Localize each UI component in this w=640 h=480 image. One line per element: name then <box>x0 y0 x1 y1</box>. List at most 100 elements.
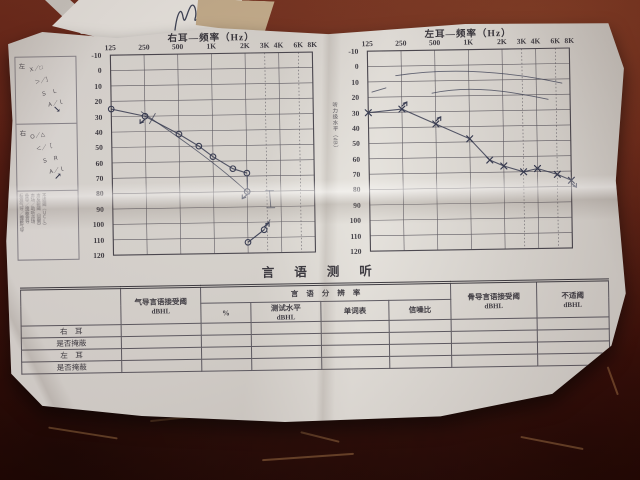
db-tick-label: 30 <box>351 108 360 118</box>
legend-note: 不适阈（ＵＣＬ） <box>42 193 48 228</box>
db-tick-label: 20 <box>94 96 103 107</box>
legend-note: 声场／助听声场 <box>30 193 37 224</box>
db-tick-label: 110 <box>93 235 105 245</box>
db-tick-label: 50 <box>352 139 360 149</box>
legend-note: 标准气导／掩蔽气导 <box>19 193 25 233</box>
grid-line <box>177 54 182 255</box>
db-tick-label: 20 <box>351 92 360 103</box>
empty-cell <box>201 334 252 348</box>
db-tick-label: 120 <box>350 246 362 256</box>
pen-mark <box>395 70 563 84</box>
db-tick-label: 100 <box>349 216 362 226</box>
dbhl-unit: dBHL <box>151 307 171 316</box>
snr-header: 信噪比 <box>388 299 452 321</box>
freq-tick-label: 3K <box>516 36 527 46</box>
freq-tick-label: 6K <box>293 40 304 50</box>
empty-cell <box>451 354 538 368</box>
pen-squiggle-icon <box>174 4 205 31</box>
freq-tick-label: 4K <box>530 36 541 46</box>
db-axis-labels: -10 0 10 20 30 40 50 60 70 80 90 100 110 120 <box>80 51 107 260</box>
db-tick-label: 120 <box>93 250 105 261</box>
db-tick-label: 10 <box>351 77 359 87</box>
empty-cell <box>121 359 202 373</box>
audiogram-sheet: 左 Ｘ／□ ＞／］ Ｓ Ｌ Ａ／ｌ ↘ 右 Ｏ／△ ＜／［ Ｓ Ｒ <box>5 20 627 422</box>
db-tick-label: 80 <box>95 189 104 199</box>
empty-cell <box>201 322 252 336</box>
air-srt-header: 气导言语接受阈 dBHL <box>120 286 202 325</box>
empty-cell <box>321 344 390 358</box>
right-ear-audiogram-grid <box>107 51 317 256</box>
grid-line <box>468 49 472 250</box>
air-srt-label: 气导言语接受阈 <box>134 297 188 307</box>
legend-notes: 标准气导／掩蔽气导 骨导／掩蔽骨导 声场／助听声场 声反射阈（同侧） 不适阈（ＵＣＬ） <box>18 191 79 260</box>
freq-tick-label: 6K <box>550 36 561 46</box>
left-ear-audiogram: 左耳—频率（Hz） 听力级水平（dB） -10 0 10 20 30 40 50 60 70 80… <box>328 24 579 256</box>
dbhl-unit: dBHL <box>484 302 504 311</box>
empty-cell <box>321 332 390 346</box>
pen-mark <box>371 87 387 93</box>
grid-line <box>244 53 249 254</box>
db-tick-label: 10 <box>94 81 102 91</box>
empty-cell <box>251 345 322 359</box>
no-response-arrow-icon: ↗ <box>54 170 62 182</box>
grid-line <box>555 48 559 249</box>
empty-cell <box>389 331 452 345</box>
db-tick-label: 50 <box>95 143 103 153</box>
freq-tick-label: 250 <box>395 38 407 48</box>
empty-cell <box>201 358 252 372</box>
pen-mark <box>269 190 272 208</box>
db-tick-label: 80 <box>352 185 361 195</box>
db-tick-label: 90 <box>353 200 361 210</box>
db-tick-label: 90 <box>96 204 104 214</box>
db-tick-label: 70 <box>352 169 361 179</box>
legend-right-ear: 右 Ｏ／△ ＜／［ Ｓ Ｒ Ａ／ｌ ↗ <box>16 123 78 192</box>
audiogram-paper: 左 Ｘ／□ ＞／］ Ｓ Ｌ Ａ／ｌ ↘ 右 Ｏ／△ ＜／［ Ｓ Ｒ <box>6 23 626 422</box>
no-response-arrow-icon: ↘ <box>53 103 61 115</box>
db-axis-labels: -10 0 10 20 30 40 50 60 70 80 90 100 110 120 <box>337 47 364 256</box>
legend-right-label: 右 <box>19 130 27 138</box>
db-tick-label: 0 <box>354 62 359 72</box>
percent-header: % <box>200 302 252 324</box>
legend-symbol: Ｓ Ｌ <box>40 88 59 98</box>
db-tick-label: 70 <box>95 173 104 184</box>
freq-tick-label: 500 <box>171 42 184 52</box>
legend-note: 声反射阈（同侧） <box>36 193 42 228</box>
db-tick-label: 60 <box>95 158 104 168</box>
wordlist-header: 单词表 <box>320 300 390 322</box>
empty-cell <box>251 321 322 335</box>
grid-line <box>278 52 283 253</box>
dbhl-unit: dBHL <box>563 300 583 310</box>
right-ear-audiogram: 右耳—频率（Hz） -10 0 10 20 30 40 50 60 70 80 90 100 110 12… <box>80 28 322 260</box>
grid-line <box>434 50 439 251</box>
empty-cell <box>537 352 610 367</box>
empty-cell <box>321 320 390 334</box>
db-tick-label: 100 <box>92 220 105 230</box>
empty-cell <box>389 319 452 333</box>
freq-tick-label: 4K <box>273 40 284 50</box>
freq-tick-label: 250 <box>138 42 150 52</box>
pen-mark <box>247 229 265 243</box>
pen-mark <box>486 156 494 164</box>
empty-cell <box>251 357 322 371</box>
empty-cell <box>389 355 452 369</box>
freq-tick-label: 125 <box>361 39 373 49</box>
blank-header-cell <box>20 287 122 327</box>
freq-tick-label: 8K <box>564 35 575 46</box>
symbol-legend: 左 Ｘ／□ ＞／］ Ｓ Ｌ Ａ／ｌ ↘ 右 Ｏ／△ ＜／［ Ｓ Ｒ <box>14 55 80 261</box>
legend-symbol: Ｓ Ｒ <box>41 155 60 165</box>
freq-tick-label: 125 <box>104 43 116 53</box>
pen-mark <box>553 170 561 179</box>
grid-line <box>521 48 526 249</box>
db-tick-label: 40 <box>95 127 103 137</box>
db-tick-label: 30 <box>94 112 103 122</box>
empty-cell <box>201 346 252 360</box>
legend-symbol: Ｏ／△ <box>29 131 46 141</box>
speech-audiometry-table: 气导言语接受阈 dBHL 言语分辨率 骨导言语接受阈 dBHL 不适阈 dBHL <box>20 278 611 375</box>
empty-cell <box>389 343 452 357</box>
freq-tick-label: 1K <box>206 41 217 51</box>
freq-tick-label: 2K <box>240 41 250 51</box>
left-ear-audiogram-grid <box>364 47 578 252</box>
pen-mark <box>140 111 251 195</box>
grid-line <box>501 49 506 250</box>
db-tick-label: 60 <box>352 154 361 164</box>
